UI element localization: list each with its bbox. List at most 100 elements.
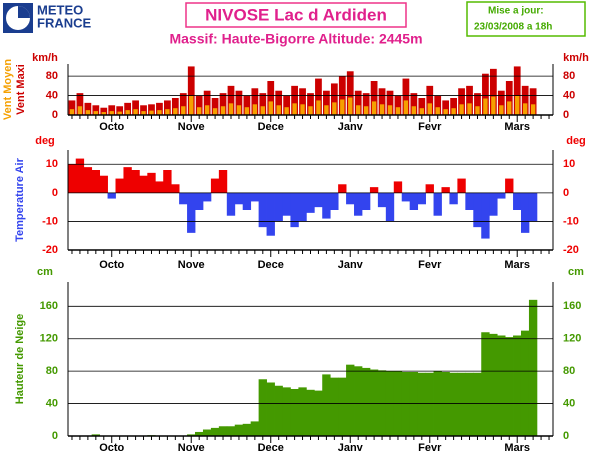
bar <box>322 192 331 219</box>
bar <box>530 104 536 115</box>
bar <box>369 369 379 436</box>
bar <box>489 333 498 436</box>
y-tick-label: 160 <box>40 300 58 312</box>
bar <box>76 93 84 115</box>
bar <box>218 426 228 436</box>
bar <box>133 109 138 115</box>
bar <box>187 192 196 233</box>
y-tick-label: 0 <box>563 430 569 442</box>
y-tick-label: 0 <box>52 430 58 442</box>
bar <box>330 377 339 436</box>
bar <box>499 105 504 115</box>
bar <box>465 192 474 210</box>
bar <box>91 170 101 193</box>
y-axis-label: Temperature Air <box>14 157 26 241</box>
update-time: 23/03/2008 a 18h <box>474 22 552 33</box>
bar <box>91 434 101 436</box>
bar <box>266 192 275 236</box>
bar <box>92 105 100 115</box>
logo-text: METEO <box>37 2 83 17</box>
y-tick-label: 80 <box>563 70 575 82</box>
bar <box>236 105 242 115</box>
bar <box>187 66 195 115</box>
y-unit: cm <box>37 266 53 278</box>
bar <box>290 388 299 436</box>
bar <box>299 88 306 115</box>
bar <box>226 192 236 216</box>
bar <box>234 424 244 436</box>
bar <box>268 101 273 115</box>
bar <box>258 379 267 436</box>
bar <box>242 423 252 436</box>
bar <box>292 103 297 115</box>
bar <box>434 95 442 115</box>
bar <box>267 81 275 115</box>
bar <box>475 106 480 115</box>
bar <box>149 110 154 115</box>
bar <box>274 192 283 222</box>
bar <box>195 95 203 115</box>
x-tick-label: Octo <box>99 442 124 454</box>
y-axis-label: Hauteur de Neige <box>14 314 26 404</box>
bar <box>385 192 395 222</box>
bar <box>252 104 258 115</box>
bar <box>377 192 387 208</box>
bar <box>124 102 132 115</box>
bar <box>371 101 377 115</box>
x-tick-label: Fevr <box>418 442 442 454</box>
bar <box>282 192 291 216</box>
bar <box>251 88 259 115</box>
x-tick-label: Octo <box>99 121 124 133</box>
bar <box>433 192 442 216</box>
bar <box>298 192 307 222</box>
x-tick-label: Dece <box>258 121 284 133</box>
bar <box>441 371 450 436</box>
bar <box>109 111 114 115</box>
bar <box>369 187 379 193</box>
bar <box>195 192 204 210</box>
bar <box>507 101 512 115</box>
bar <box>298 387 307 436</box>
bar <box>218 170 228 193</box>
x-tick-label: Mars <box>504 259 530 271</box>
y-unit: deg <box>566 135 586 147</box>
bar <box>489 192 498 216</box>
bar <box>234 192 244 205</box>
bar <box>219 93 227 115</box>
bar <box>491 96 496 115</box>
bar <box>68 100 76 115</box>
bar <box>346 364 355 436</box>
bar <box>340 99 345 115</box>
y-tick-label: -10 <box>563 215 579 227</box>
bar <box>179 192 188 205</box>
bar <box>258 192 267 228</box>
bar <box>403 100 409 115</box>
y-unit: km/h <box>563 52 589 64</box>
bar <box>242 192 252 210</box>
bar <box>489 68 497 115</box>
update-label: Mise a jour: <box>488 6 544 17</box>
bar <box>386 90 394 115</box>
y-tick-label: 160 <box>563 300 581 312</box>
bar <box>522 103 528 115</box>
update-box <box>466 1 586 37</box>
bar <box>457 178 466 193</box>
bar <box>435 107 440 115</box>
y-tick-label: 40 <box>46 397 58 409</box>
bar <box>370 81 378 115</box>
bar <box>515 95 520 115</box>
bar <box>187 434 196 436</box>
x-tick-label: Dece <box>258 259 284 271</box>
bar <box>361 367 371 436</box>
bar <box>354 90 362 115</box>
bar <box>481 192 490 239</box>
legend-label: Vent Maxi <box>15 64 27 115</box>
y-tick-label: 0 <box>52 109 58 121</box>
bar <box>332 102 337 115</box>
bar <box>314 390 323 436</box>
title: NIVOSE Lac d Ardiden <box>205 5 387 24</box>
bar <box>473 372 482 436</box>
bar <box>354 192 363 216</box>
bar <box>377 370 387 436</box>
bar <box>417 372 426 436</box>
